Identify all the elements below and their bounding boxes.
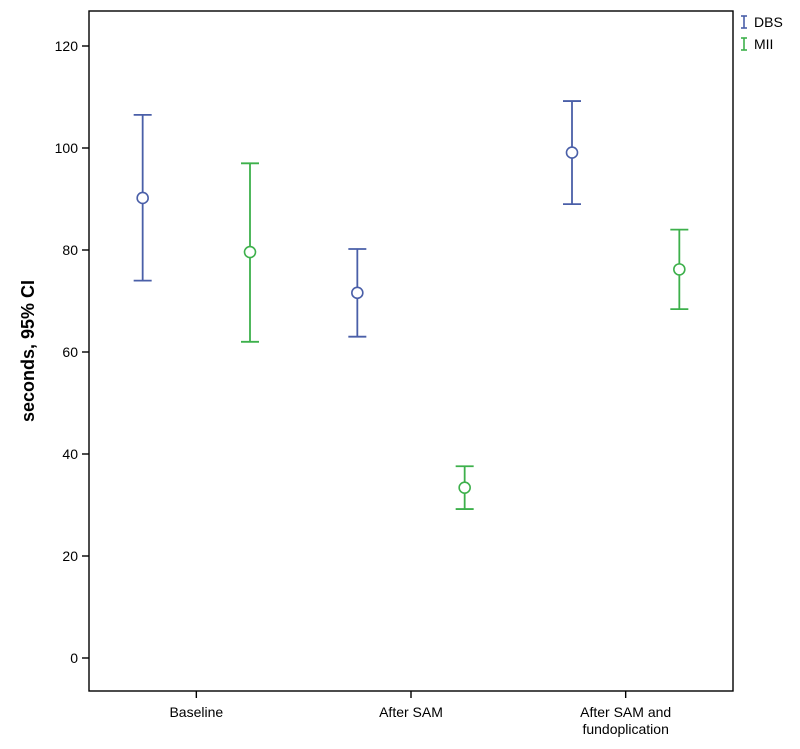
y-tick-label: 80	[62, 242, 78, 258]
y-tick-label: 40	[62, 446, 78, 462]
x-tick-label-line: After SAM and	[580, 704, 671, 720]
errorbar-dbs	[563, 100, 581, 206]
mean-marker	[136, 191, 149, 205]
y-axis: 0 20 40 60 80 100 120	[55, 38, 89, 666]
series-layer	[133, 100, 689, 510]
x-tick-label: Baseline	[169, 704, 223, 720]
legend-item-mii: MII	[741, 36, 773, 52]
x-axis: Baseline After SAM After SAM and fundoplica…	[169, 691, 671, 737]
mean-marker	[243, 245, 257, 259]
y-tick-label: 100	[55, 140, 79, 156]
y-tick-label: 120	[55, 38, 79, 54]
legend-label: DBS	[754, 14, 783, 30]
legend-label: MII	[754, 36, 773, 52]
mean-marker	[565, 146, 579, 159]
x-tick-label: After SAM	[379, 704, 443, 720]
mean-marker	[458, 481, 471, 494]
y-axis-title: seconds, 95% CI	[18, 280, 38, 422]
y-tick-label: 60	[62, 344, 78, 360]
x-tick-label: After SAM and fundoplication	[580, 704, 671, 737]
errorbar-mii	[670, 228, 689, 311]
mean-marker	[673, 263, 686, 276]
legend-item-dbs: DBS	[741, 14, 783, 30]
errorbar-dbs	[133, 113, 152, 282]
x-tick-label-line: Baseline	[169, 704, 223, 720]
errorbar-mii	[241, 162, 259, 343]
plot-frame	[88, 10, 734, 692]
x-tick-label-line: fundoplication	[582, 721, 668, 737]
x-tick-label-line: After SAM	[379, 704, 443, 720]
errorbar-dbs	[348, 248, 367, 338]
y-tick-label: 20	[62, 548, 78, 564]
mean-marker	[351, 286, 364, 300]
legend: DBS MII	[741, 14, 783, 52]
y-tick-label: 0	[70, 650, 78, 666]
errorbar-mii	[455, 465, 474, 510]
